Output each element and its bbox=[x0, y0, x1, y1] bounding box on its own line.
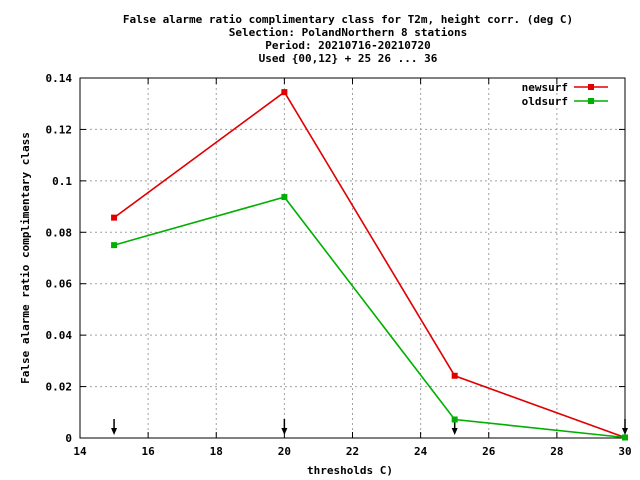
title-line-1: False alarme ratio complimentary class f… bbox=[123, 13, 573, 26]
x-tick-labels: 14 16 18 20 22 24 26 28 30 bbox=[73, 445, 631, 458]
data-point-oldsurf bbox=[622, 434, 628, 441]
y-axis-label: False alarme ratio complimentary class bbox=[19, 132, 32, 384]
grid-lines bbox=[80, 78, 625, 438]
x-axis-label: thresholds C) bbox=[307, 464, 393, 477]
y-tick-label: 0 bbox=[65, 432, 72, 445]
arrow-head bbox=[622, 428, 628, 435]
arrow-head bbox=[281, 428, 288, 435]
x-tick-label: 16 bbox=[142, 445, 156, 458]
data-point-newsurf bbox=[451, 372, 458, 379]
x-tick-label: 14 bbox=[73, 445, 87, 458]
threshold-arrow bbox=[622, 419, 628, 435]
data-point-oldsurf bbox=[451, 416, 458, 423]
series-line-newsurf bbox=[113, 90, 626, 439]
chart-title: False alarme ratio complimentary class f… bbox=[123, 13, 573, 65]
title-line-2: Selection: PolandNorthern 8 stations bbox=[229, 26, 467, 39]
y-tick-label: 0.06 bbox=[46, 278, 73, 291]
x-tick-label: 26 bbox=[482, 445, 496, 458]
x-tick-label: 20 bbox=[278, 445, 291, 458]
title-line-4: Used {00,12} + 25 26 ... 36 bbox=[259, 52, 438, 65]
legend-marker-newsurf bbox=[588, 84, 594, 90]
legend-label-newsurf: newsurf bbox=[522, 81, 568, 94]
x-tick-label: 30 bbox=[618, 445, 631, 458]
y-tick-label: 0.02 bbox=[46, 381, 73, 394]
series-lines bbox=[111, 89, 628, 441]
x-tick-label: 22 bbox=[346, 445, 359, 458]
data-point-newsurf bbox=[111, 214, 118, 221]
legend-label-oldsurf: oldsurf bbox=[522, 95, 568, 108]
y-tick-label: 0.08 bbox=[46, 226, 73, 239]
title-line-3: Period: 20210716-20210720 bbox=[265, 39, 431, 52]
threshold-arrow bbox=[111, 419, 118, 435]
data-point-newsurf bbox=[281, 89, 288, 96]
x-tick-label: 28 bbox=[550, 445, 563, 458]
x-tick-label: 18 bbox=[210, 445, 223, 458]
arrow-head bbox=[111, 428, 118, 435]
y-tick-label: 0.12 bbox=[46, 123, 73, 136]
series-line-oldsurf bbox=[113, 196, 626, 439]
y-tick-label: 0.04 bbox=[46, 329, 73, 342]
y-tick-label: 0.14 bbox=[46, 72, 73, 85]
data-point-oldsurf bbox=[111, 242, 118, 249]
y-tick-label: 0.1 bbox=[52, 175, 72, 188]
arrow-head bbox=[451, 428, 458, 435]
data-point-oldsurf bbox=[281, 194, 288, 201]
threshold-arrow bbox=[281, 419, 288, 435]
legend-marker-oldsurf bbox=[588, 98, 594, 104]
y-tick-labels: 0 0.02 0.04 0.06 0.08 0.1 0.12 0.14 bbox=[46, 72, 73, 445]
x-tick-label: 24 bbox=[414, 445, 428, 458]
threshold-arrows bbox=[111, 419, 628, 435]
axis-ticks bbox=[79, 77, 626, 439]
